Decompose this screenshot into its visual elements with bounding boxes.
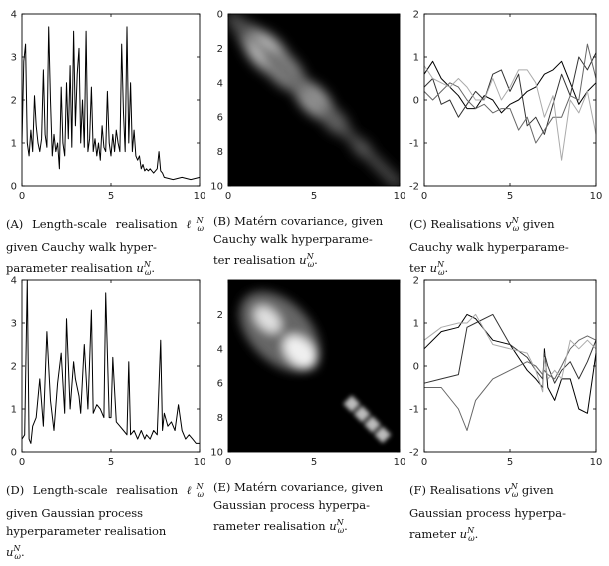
caption-b: (B) Matérn covariance, given Cauchy walk … [213, 214, 384, 270]
caption-f: (F) Realisations vNω given Gaussian proce… [409, 482, 567, 544]
y-tick-label: 6 [217, 113, 223, 124]
chart-c: 0 5 10 -2 -1 0 1 2 [409, 10, 603, 201]
series-line-1 [21, 279, 200, 444]
y-tick-label: 4 [217, 78, 223, 89]
x-tick-label: 10 [194, 191, 205, 200]
y-tick-label: 1 [11, 405, 17, 416]
x-tick-label: 0 [225, 191, 231, 200]
y-tick-label: 2 [217, 44, 223, 55]
axes-frame [227, 13, 401, 187]
series-line-3 [424, 335, 597, 431]
axes-frame [21, 13, 201, 187]
caption-c: (C) Realisations vNω given Cauchy walk hy… [409, 216, 569, 278]
y-tick-label: 2 [413, 10, 419, 21]
y-tick-label: -2 [409, 182, 419, 193]
heatmap-blob [283, 335, 318, 370]
heatmap-e-small [343, 395, 392, 444]
y-tick-label: -1 [409, 139, 419, 150]
heatmap-diagonal [228, 14, 400, 186]
caption-a: (A) Length-scale realisation ℓNω given C… [6, 216, 204, 278]
heatmap-e [239, 291, 320, 372]
series-line-1 [21, 26, 201, 181]
panel-c: 0 5 10 -2 -1 0 1 2 [405, 0, 609, 201]
x-tick-label: 5 [507, 457, 513, 468]
chart-a: 0 5 10 0 1 2 3 4 [11, 10, 205, 201]
y-tick-label: 2 [11, 96, 17, 107]
panel-d: 0 5 10 0 1 2 3 4 [0, 270, 205, 470]
y-tick-label: 0 [217, 10, 223, 21]
x-tick-label: 5 [108, 457, 114, 468]
x-tick-label: 0 [421, 457, 427, 468]
axes-frame [423, 279, 597, 453]
y-tick-label: 0 [11, 448, 17, 459]
x-tick-label: 5 [311, 457, 317, 468]
series-line-4 [423, 313, 597, 393]
panel-b: 0 5 10 0 2 4 6 8 10 [205, 0, 405, 201]
y-tick-label: 8 [217, 147, 223, 158]
panel-a: 0 5 10 0 1 2 3 4 [0, 0, 205, 201]
x-tick-label: 0 [421, 191, 427, 200]
y-tick-label: 10 [210, 448, 223, 459]
panel-e: 0 5 10 2 4 6 8 10 [205, 270, 405, 470]
y-tick-label: 2 [413, 276, 419, 287]
y-tick-label: 6 [217, 379, 223, 390]
heatmap-blob [353, 405, 371, 423]
y-tick-label: 0 [11, 182, 17, 193]
x-tick-label: 10 [394, 191, 405, 200]
x-tick-label: 10 [590, 457, 603, 468]
x-tick-label: 10 [194, 457, 205, 468]
y-tick-label: 10 [210, 182, 223, 193]
y-tick-label: -1 [409, 405, 419, 416]
heatmap-b [228, 14, 400, 186]
y-tick-label: 3 [11, 53, 17, 64]
y-tick-label: 0 [413, 362, 419, 373]
axes-frame [21, 279, 201, 453]
y-tick-label: 2 [11, 362, 17, 373]
caption-d: (D) Length-scale realisation ℓNω given G… [6, 482, 205, 562]
y-tick-label: 1 [413, 319, 419, 330]
axes-frame [227, 279, 401, 453]
y-tick-label: 4 [11, 10, 17, 21]
heatmap-blob [254, 306, 281, 333]
y-tick-label: 1 [413, 53, 419, 64]
series-line-4 [423, 65, 597, 161]
y-tick-label: 8 [217, 413, 223, 424]
chart-f: 0 5 10 -2 -1 0 1 2 [409, 276, 603, 469]
x-tick-label: 10 [590, 191, 603, 200]
y-tick-label: -2 [409, 448, 419, 459]
x-tick-label: 0 [225, 457, 231, 468]
panel-f: 0 5 10 -2 -1 0 1 2 [405, 270, 609, 470]
y-tick-label: 0 [413, 96, 419, 107]
x-tick-label: 5 [507, 191, 513, 200]
y-tick-label: 4 [11, 276, 17, 287]
x-tick-label: 5 [108, 191, 114, 200]
series-line-1 [423, 313, 597, 414]
x-tick-label: 0 [19, 191, 25, 200]
y-tick-label: 4 [217, 344, 223, 355]
chart-e: 0 5 10 2 4 6 8 10 [210, 279, 405, 468]
y-tick-label: 1 [11, 139, 17, 150]
y-tick-label: 2 [217, 310, 223, 321]
caption-e: (E) Matérn covariance, given Gaussian pro… [213, 480, 384, 536]
x-tick-label: 0 [19, 457, 25, 468]
y-tick-label: 3 [11, 319, 17, 330]
chart-d: 0 5 10 0 1 2 3 4 [11, 276, 205, 469]
x-tick-label: 10 [394, 457, 405, 468]
series-line-1 [423, 60, 597, 114]
x-tick-label: 5 [311, 191, 317, 200]
series-line-2 [423, 52, 597, 135]
heatmap-blob [363, 415, 381, 433]
heatmap-blob [374, 426, 392, 444]
axes-frame [423, 13, 597, 187]
series-line-2 [423, 313, 597, 384]
